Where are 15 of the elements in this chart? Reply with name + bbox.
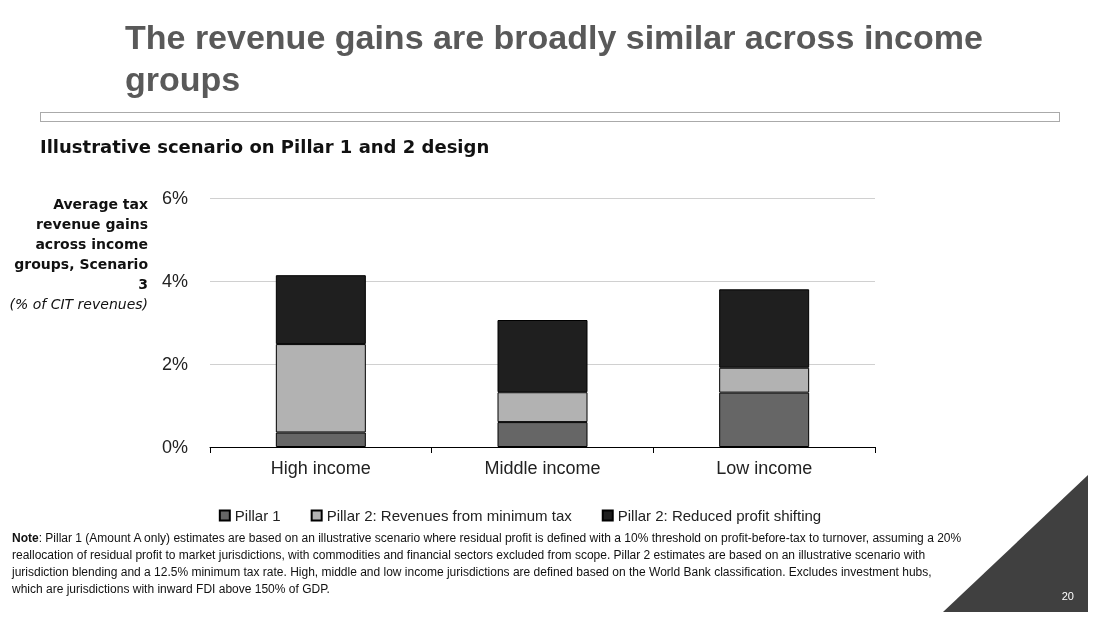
- y-axis-title: Average tax revenue gains across income groups, Scenario 3 (% of CIT revenues): [8, 195, 148, 314]
- y-tick-label: 2%: [161, 354, 188, 374]
- legend-label: Pillar 2: Reduced profit shifting: [617, 507, 822, 524]
- x-tick-label: High income: [270, 458, 371, 478]
- y-tick-label: 0%: [161, 437, 188, 457]
- text: Note: Pillar 1 (Amount A only) estimates are based on an illustrative scenario where residual profit is defined with a 10% threshold on profit-before-tax to turnover, assuming a 20% reallocation of residual profit to market jurisdictions, with commodities and financial sectors excluded from scope. Pillar 2 estimates are based on an illustrative scenario with jurisdiction blending and a 12.5% minimum tax rate. High, middle and low income jurisdictions are defined based on the World Bank classification. Excludes investment hubs, which are jurisdictions with inward FDI above 150% of GDP.: [12, 530, 962, 598]
- y-tick-label: 6%: [161, 188, 188, 208]
- x-tick-label: Low income: [716, 458, 813, 478]
- text: 20: [1061, 590, 1074, 602]
- chart-title: The revenue gains are broadly similar across income groups: [125, 17, 984, 100]
- y-tick-label: 4%: [161, 271, 188, 291]
- chart-subtitle: Illustrative scenario on Pillar 1 and 2 design: [40, 136, 490, 157]
- legend-label: Pillar 1: [234, 507, 281, 524]
- x-tick-label: Middle income: [484, 458, 601, 478]
- legend-label: Pillar 2: Revenues from minimum tax: [326, 507, 573, 524]
